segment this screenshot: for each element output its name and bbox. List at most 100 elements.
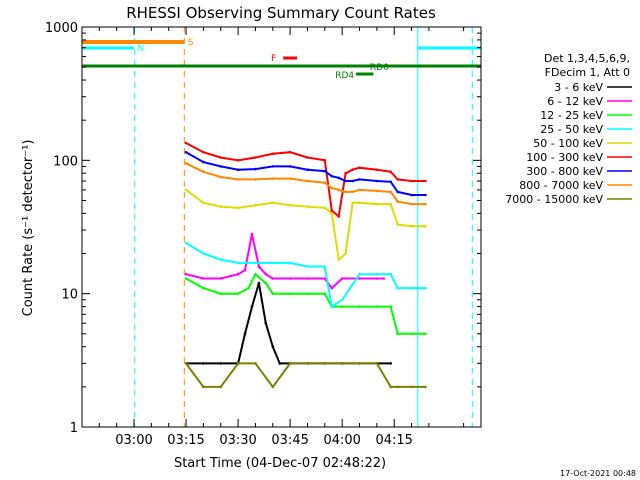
data-point-5-0	[184, 141, 188, 145]
series-6	[184, 150, 427, 197]
data-point-7-2	[219, 175, 222, 179]
series-7	[184, 162, 427, 206]
flag-label-f: F	[271, 54, 276, 64]
data-point-8-6	[288, 362, 292, 365]
data-point-6-8	[323, 169, 327, 173]
data-point-2-12	[340, 305, 344, 308]
data-point-0-5	[250, 305, 254, 308]
series-2	[184, 272, 427, 336]
data-point-1-5	[250, 232, 254, 236]
data-point-2-6	[264, 281, 268, 285]
data-point-3-16	[424, 286, 427, 290]
data-point-6-0	[184, 150, 188, 154]
legend-label: 300 - 800 keV	[526, 165, 603, 178]
data-point-5-7	[306, 156, 309, 159]
legend-label: 800 - 7000 keV	[519, 179, 603, 192]
data-point-3-11	[358, 272, 361, 276]
flag-label-rd4: RD4	[335, 71, 354, 81]
flag-label-n: N	[137, 44, 144, 54]
flag-label-s: S	[188, 38, 194, 48]
data-point-0-9	[278, 362, 282, 365]
data-point-6-15	[389, 180, 393, 184]
data-point-1-15	[375, 277, 379, 280]
data-point-4-2	[219, 205, 222, 208]
data-point-1-4	[243, 268, 247, 272]
data-point-3-14	[396, 286, 400, 290]
series-3	[184, 241, 427, 309]
flag-label-rd0: RD0	[370, 63, 389, 73]
series-line-0	[186, 282, 391, 365]
data-point-2-0	[184, 277, 188, 280]
data-point-2-1	[202, 286, 205, 290]
x-tick-label: 04:15	[375, 433, 412, 448]
chart-title: RHESSI Observing Summary Count Rates	[126, 4, 436, 22]
data-point-7-4	[254, 178, 257, 181]
data-point-3-5	[271, 261, 275, 265]
series-5	[184, 141, 427, 219]
data-point-0-7	[264, 321, 268, 325]
data-point-7-9	[330, 186, 334, 190]
y-tick-label: 1	[70, 421, 78, 436]
data-point-7-11	[344, 190, 347, 194]
data-point-6-17	[410, 193, 413, 197]
data-point-3-1	[202, 252, 205, 255]
data-point-4-11	[344, 252, 347, 255]
data-point-5-15	[389, 170, 393, 174]
data-point-6-14	[375, 179, 379, 183]
data-point-8-12	[389, 385, 393, 389]
series-8	[184, 362, 427, 389]
series-4	[184, 188, 427, 262]
y-tick-label: 1000	[45, 21, 78, 36]
data-point-6-6	[288, 165, 292, 168]
legend-label: 7000 - 15000 keV	[505, 193, 603, 206]
data-point-8-1	[202, 385, 205, 389]
legend-header-line: Det 1,3,4,5,6,9,	[544, 52, 630, 65]
data-point-8-14	[410, 385, 413, 389]
data-point-2-4	[247, 286, 250, 290]
data-point-6-11	[344, 179, 347, 183]
data-point-7-18	[424, 202, 427, 206]
data-point-5-2	[219, 156, 222, 159]
legend-label: 50 - 100 keV	[533, 137, 603, 150]
data-point-3-12	[375, 272, 379, 276]
data-point-4-0	[184, 188, 188, 192]
data-point-5-16	[396, 178, 400, 181]
data-point-4-3	[236, 206, 240, 210]
data-point-7-0	[184, 162, 188, 165]
data-point-1-3	[236, 272, 240, 276]
data-point-8-10	[358, 362, 361, 365]
data-point-6-18	[424, 193, 427, 197]
legend-label: 12 - 25 keV	[540, 109, 603, 122]
data-point-3-3	[236, 261, 240, 265]
data-point-4-13	[358, 201, 361, 205]
data-point-4-9	[330, 212, 334, 215]
data-point-1-10	[306, 277, 309, 280]
data-point-7-7	[306, 179, 309, 183]
data-point-0-8	[271, 345, 275, 349]
data-point-3-0	[184, 241, 188, 245]
data-point-2-9	[306, 292, 309, 296]
series-layer	[184, 141, 427, 389]
data-point-1-1	[202, 277, 205, 280]
data-point-2-15	[389, 305, 393, 308]
series-line-8	[185, 362, 426, 389]
data-point-3-8	[323, 265, 327, 268]
data-point-1-16	[382, 277, 386, 280]
data-point-4-16	[396, 223, 400, 226]
data-point-3-13	[389, 272, 393, 276]
data-point-7-12	[351, 190, 354, 194]
data-point-5-18	[424, 179, 427, 183]
data-point-2-8	[288, 292, 292, 296]
data-point-3-9	[330, 305, 334, 308]
data-point-8-7	[306, 362, 309, 365]
series-1	[184, 232, 386, 290]
data-point-5-6	[288, 150, 292, 154]
data-point-6-3	[236, 168, 240, 171]
data-point-2-3	[236, 292, 240, 296]
legend: Det 1,3,4,5,6,9,FDecim 1, Att 0 3 - 6 keV…	[505, 52, 632, 206]
data-point-8-0	[184, 362, 188, 365]
data-point-4-4	[254, 204, 257, 207]
data-point-6-10	[337, 176, 341, 180]
y-tick-label: 100	[53, 154, 78, 169]
data-point-4-12	[351, 201, 354, 205]
